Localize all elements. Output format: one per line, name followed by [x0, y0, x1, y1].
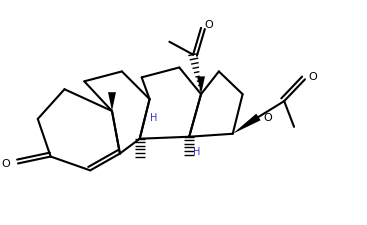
Text: O: O: [308, 72, 317, 82]
Text: H: H: [150, 112, 157, 122]
Text: H: H: [193, 146, 201, 156]
Text: O: O: [264, 112, 272, 122]
Text: O: O: [204, 20, 213, 30]
Polygon shape: [233, 114, 261, 134]
Text: O: O: [1, 159, 10, 169]
Polygon shape: [197, 77, 205, 95]
Polygon shape: [108, 93, 116, 112]
